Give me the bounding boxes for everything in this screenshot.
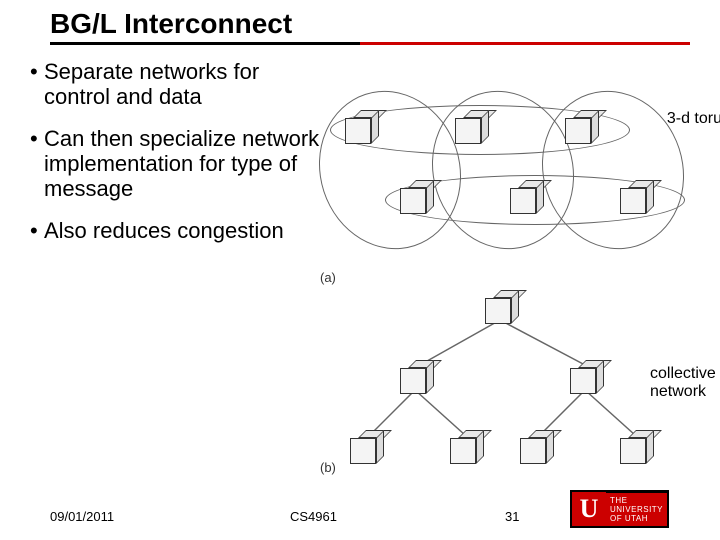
- bullet-item: • Separate networks for control and data: [30, 60, 320, 109]
- footer-course: CS4961: [290, 509, 337, 524]
- footer-date: 09/01/2011: [50, 509, 114, 524]
- page-title: BG/L Interconnect: [50, 8, 690, 40]
- bullet-item: • Also reduces congestion: [30, 219, 320, 244]
- title-underline: [50, 42, 690, 45]
- footer: 09/01/2011 CS4961 31 U THE UNIVERSITY OF…: [0, 490, 720, 530]
- cube-node: [400, 360, 434, 394]
- title-bar: BG/L Interconnect: [50, 8, 690, 45]
- tree-edge: [370, 390, 415, 435]
- tree-edge: [500, 320, 585, 365]
- tree-edge: [420, 320, 500, 365]
- logo-u-glyph: U: [572, 492, 606, 526]
- cube-node: [350, 430, 384, 464]
- utah-logo: U THE UNIVERSITY OF UTAH: [570, 490, 700, 530]
- panel-label-b: (b): [320, 460, 336, 475]
- tree-edge: [415, 390, 465, 435]
- bullet-item: • Can then specialize network implementa…: [30, 127, 320, 201]
- bullet-text: Also reduces congestion: [44, 219, 320, 244]
- tree-edge: [540, 390, 585, 435]
- cube-node: [485, 290, 519, 324]
- footer-page-number: 31: [505, 509, 519, 524]
- bullet-list: • Separate networks for control and data…: [30, 60, 320, 262]
- cube-node: [520, 430, 554, 464]
- bullet-text: Can then specialize network implementati…: [44, 127, 320, 201]
- tree-label: collective network: [650, 365, 720, 401]
- cube-node: [620, 430, 654, 464]
- bullet-text: Separate networks for control and data: [44, 60, 320, 109]
- bullet-marker: •: [30, 219, 44, 244]
- logo-text: THE UNIVERSITY OF UTAH: [606, 493, 667, 526]
- diagram-area: (a) 3-d torus (b) collective network: [315, 65, 720, 460]
- cube-node: [570, 360, 604, 394]
- bullet-marker: •: [30, 127, 44, 201]
- bullet-marker: •: [30, 60, 44, 109]
- tree-edge: [585, 390, 635, 435]
- slide: BG/L Interconnect • Separate networks fo…: [0, 0, 720, 540]
- cube-node: [450, 430, 484, 464]
